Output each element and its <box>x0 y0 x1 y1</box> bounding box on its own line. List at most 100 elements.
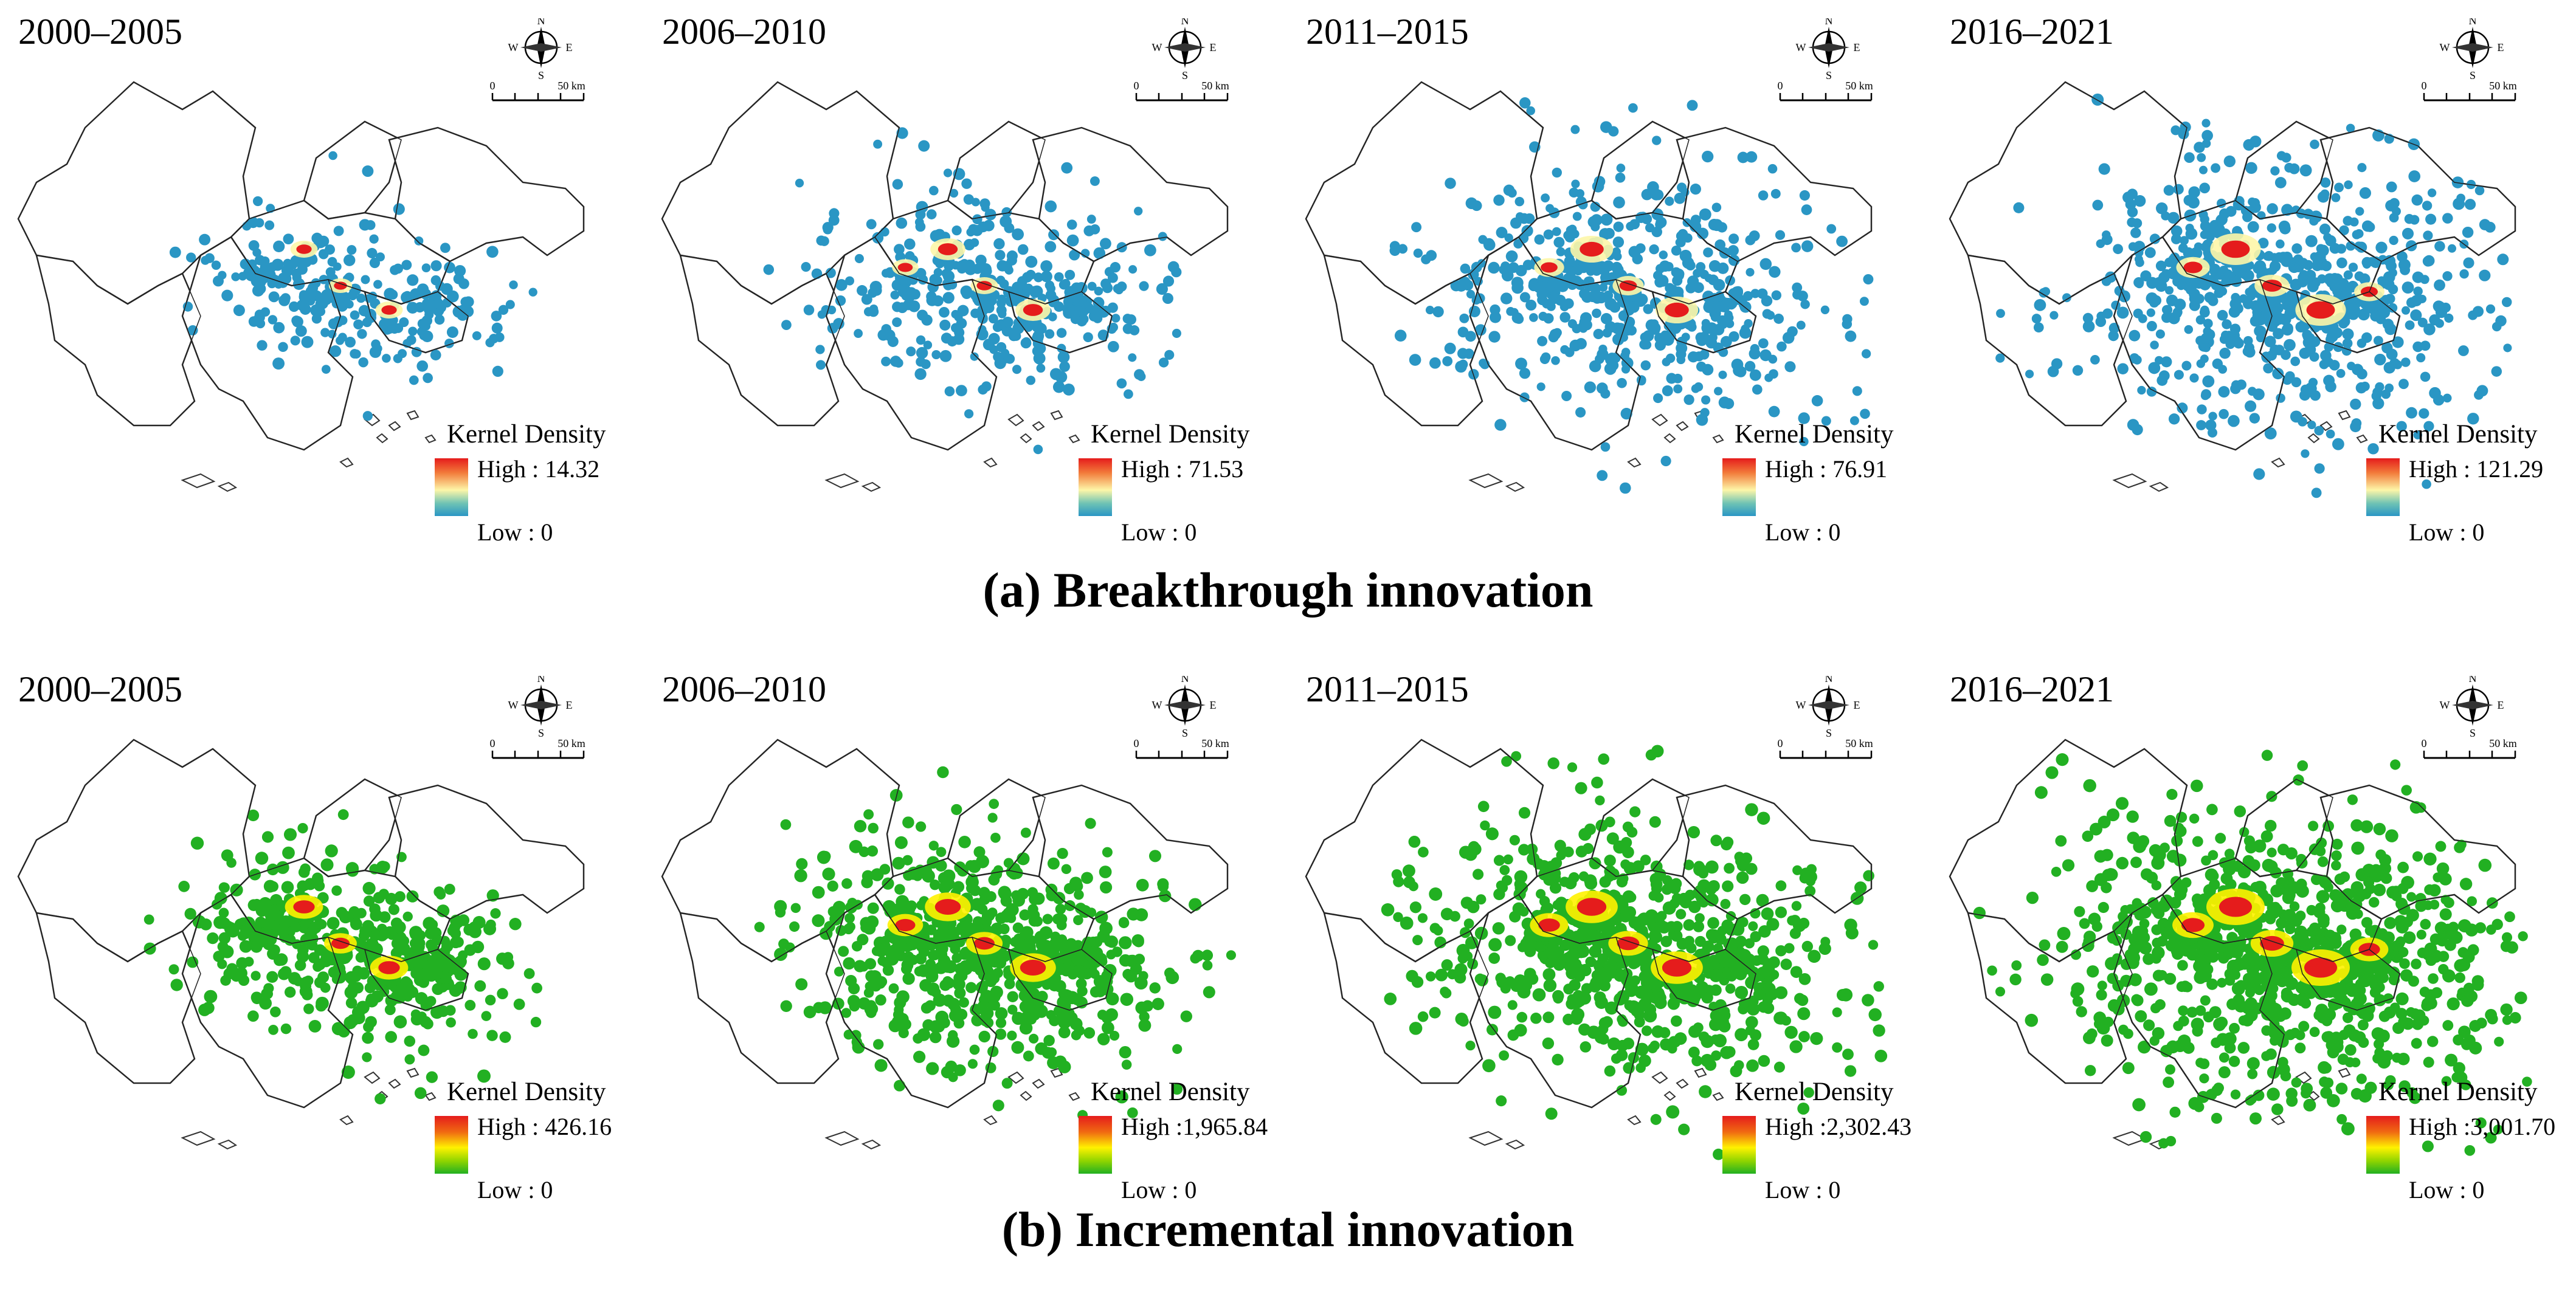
density-point <box>1501 875 1513 886</box>
density-point <box>331 885 342 896</box>
density-point <box>801 262 811 272</box>
density-point <box>825 267 836 278</box>
density-point <box>481 1011 492 1021</box>
density-point <box>1485 827 1499 841</box>
density-point <box>1642 340 1652 349</box>
density-point <box>402 291 412 301</box>
density-point <box>915 821 927 832</box>
density-point <box>401 260 412 270</box>
density-point <box>440 243 451 253</box>
density-point <box>908 954 919 965</box>
density-point <box>1559 312 1570 323</box>
density-point <box>893 1018 905 1030</box>
island <box>1020 1090 1032 1101</box>
density-point <box>1592 308 1601 318</box>
density-point <box>2398 379 2409 390</box>
density-point <box>1552 1053 1564 1066</box>
density-point <box>1648 890 1659 901</box>
density-point <box>1676 937 1689 950</box>
island <box>824 473 860 489</box>
region-southwest-outline <box>35 255 201 426</box>
density-point <box>446 326 458 338</box>
density-point <box>965 982 977 993</box>
density-point <box>1468 269 1479 280</box>
legend-low: Low : 0 <box>1765 1176 1841 1203</box>
island <box>364 1071 381 1084</box>
density-point <box>2316 244 2326 253</box>
density-point <box>882 877 894 890</box>
density-point <box>1441 959 1453 971</box>
density-point <box>2497 253 2509 266</box>
density-point <box>2310 139 2319 150</box>
density-point <box>1125 954 1138 967</box>
region-north <box>1590 120 1690 220</box>
density-point <box>1500 983 1511 994</box>
density-point <box>202 1002 215 1014</box>
density-point <box>1012 922 1024 934</box>
density-point <box>2354 241 2364 251</box>
density-point <box>1774 1011 1788 1025</box>
density-point <box>2134 195 2146 207</box>
density-point <box>409 375 419 385</box>
density-point <box>267 863 279 876</box>
density-point <box>1616 164 1626 173</box>
island <box>1068 1092 1080 1101</box>
density-point <box>933 267 943 277</box>
density-point <box>2208 411 2217 421</box>
density-point <box>2282 204 2293 215</box>
density-point <box>280 966 292 978</box>
density-point <box>1580 312 1592 324</box>
density-point <box>471 940 485 954</box>
compass-n: N <box>1825 18 1833 27</box>
scale-zero: 0 <box>1778 80 1783 92</box>
density-point <box>972 954 984 966</box>
density-point <box>796 858 808 870</box>
density-point <box>2282 299 2291 309</box>
density-point <box>1797 1007 1811 1021</box>
scale-distance: 50 km <box>1845 80 1873 92</box>
density-point <box>1603 314 1612 323</box>
density-point <box>841 1008 852 1018</box>
density-point <box>1590 201 1601 212</box>
density-point <box>2137 385 2146 395</box>
density-point <box>1012 935 1026 949</box>
density-point <box>2082 312 2093 323</box>
density-point <box>1563 1013 1575 1025</box>
density-point <box>2102 308 2113 319</box>
hotspot-core <box>1538 918 1560 932</box>
density-point <box>344 985 358 999</box>
density-point <box>2243 139 2255 151</box>
density-point <box>2205 419 2217 431</box>
density-point <box>2245 162 2257 174</box>
density-point <box>2501 297 2512 308</box>
density-point <box>1722 398 1735 410</box>
density-point <box>926 1062 939 1075</box>
compass-s: S <box>1182 69 1188 81</box>
density-point <box>1798 1031 1810 1042</box>
density-point <box>430 349 441 360</box>
density-point <box>918 140 930 152</box>
density-point <box>1676 909 1687 920</box>
map-canvas <box>661 738 1236 1150</box>
density-point <box>1604 362 1617 375</box>
density-point <box>1508 262 1519 274</box>
density-point <box>509 918 522 931</box>
density-point <box>2274 345 2285 356</box>
density-point <box>1507 188 1517 198</box>
density-point <box>1749 369 1761 381</box>
density-point <box>186 252 196 263</box>
island <box>424 1092 437 1101</box>
density-point <box>2253 388 2265 401</box>
density-point <box>1798 412 1810 424</box>
density-point <box>1442 356 1453 367</box>
density-point <box>1730 1065 1742 1078</box>
density-point <box>1488 952 1500 964</box>
density-point <box>2378 255 2388 265</box>
density-point <box>2474 390 2484 400</box>
density-point <box>2155 260 2167 272</box>
island <box>181 473 216 489</box>
density-point <box>278 295 290 306</box>
density-point <box>874 1059 888 1072</box>
density-point <box>1580 928 1592 940</box>
density-point <box>430 275 441 286</box>
